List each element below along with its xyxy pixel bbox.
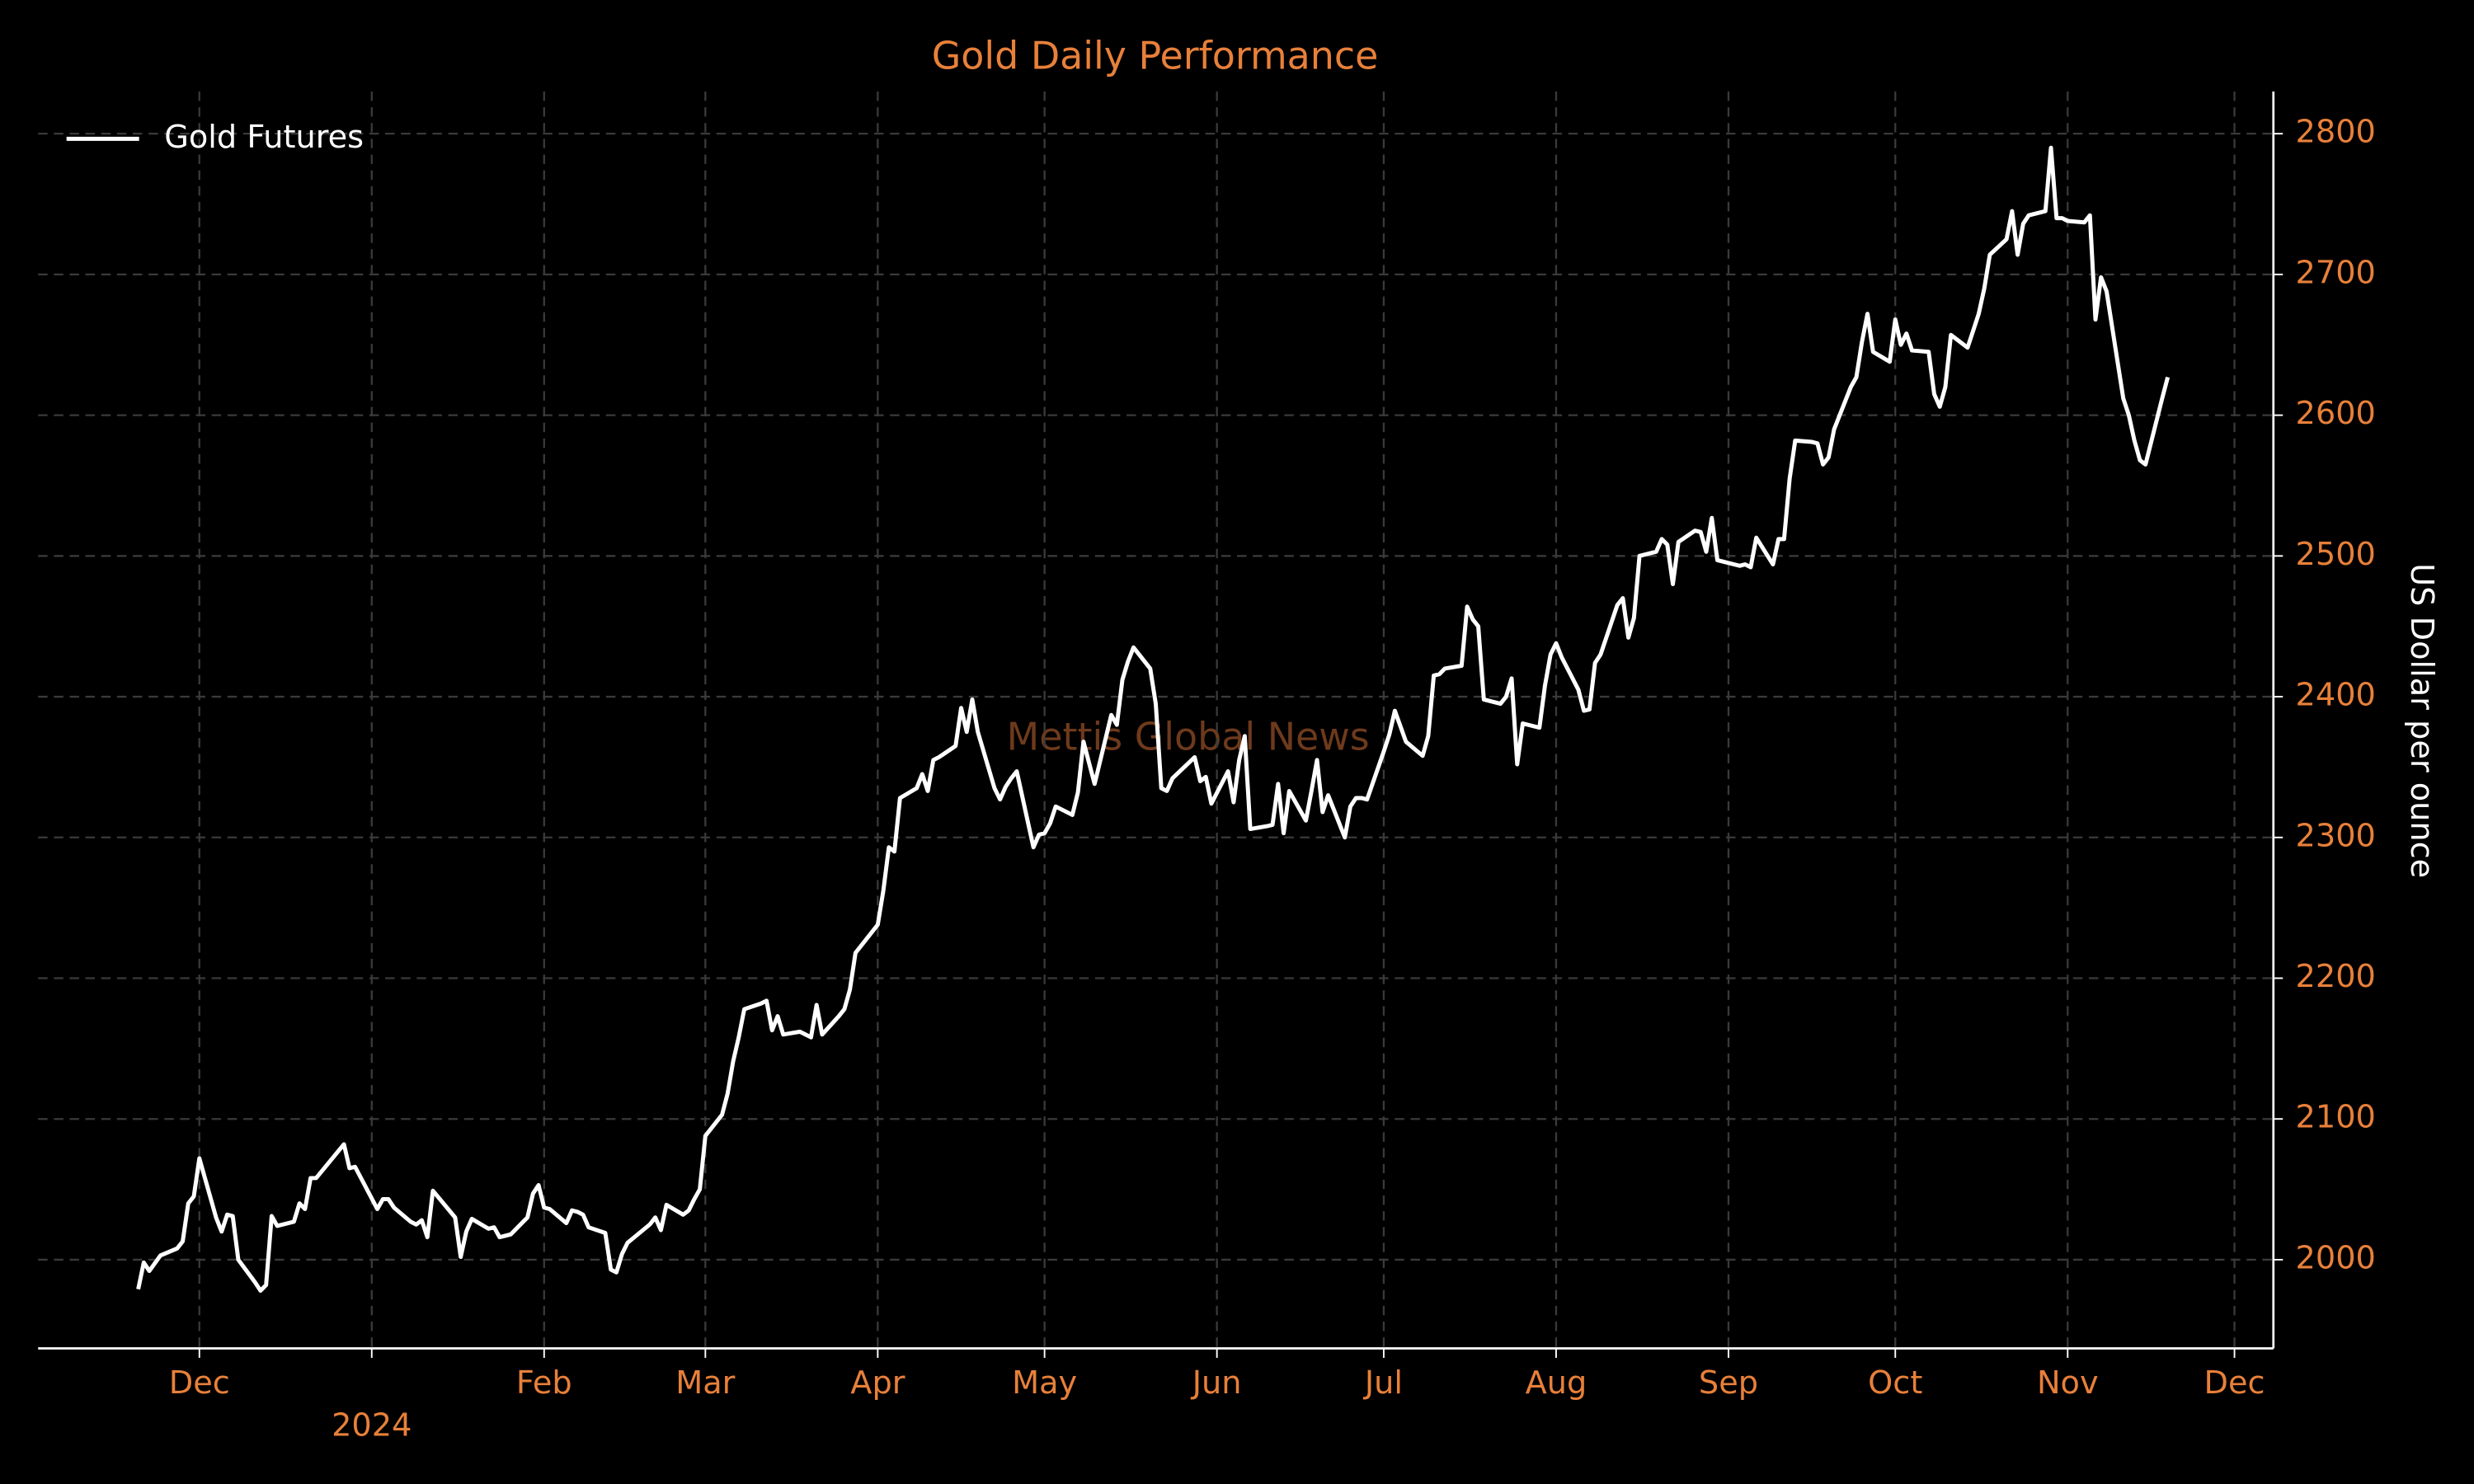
- x-tick-label: Dec: [2204, 1364, 2265, 1402]
- x-tick-label: Dec: [169, 1364, 230, 1402]
- x-tick-label: 2024: [332, 1407, 412, 1444]
- y-tick-label: 2600: [2296, 395, 2376, 432]
- x-tick-label: Sep: [1699, 1364, 1758, 1402]
- chart-title: Gold Daily Performance: [932, 33, 1379, 77]
- y-tick-label: 2700: [2296, 254, 2376, 291]
- y-axis-label: US Dollar per ounce: [2403, 563, 2440, 878]
- x-tick-label: Aug: [1526, 1364, 1587, 1402]
- x-tick-label: Oct: [1868, 1364, 1922, 1402]
- x-tick-label: Apr: [850, 1364, 905, 1402]
- y-tick-label: 2200: [2296, 958, 2376, 995]
- x-tick-label: May: [1012, 1364, 1077, 1402]
- x-tick-label: Jun: [1191, 1364, 1242, 1402]
- y-tick-label: 2500: [2296, 536, 2376, 573]
- x-tick-label: Jul: [1363, 1364, 1403, 1402]
- y-tick-label: 2100: [2296, 1099, 2376, 1136]
- x-tick-label: Mar: [675, 1364, 735, 1402]
- y-tick-label: 2400: [2296, 677, 2376, 714]
- x-tick-label: Feb: [516, 1364, 572, 1402]
- y-tick-label: 2800: [2296, 114, 2376, 151]
- y-tick-label: 2300: [2296, 817, 2376, 854]
- legend-label: Gold Futures: [164, 119, 364, 156]
- watermark: Mettis Global News: [1007, 715, 1370, 759]
- data-line: [136, 145, 2171, 1293]
- y-tick-label: 2000: [2296, 1239, 2376, 1276]
- x-tick-label: Nov: [2037, 1364, 2099, 1402]
